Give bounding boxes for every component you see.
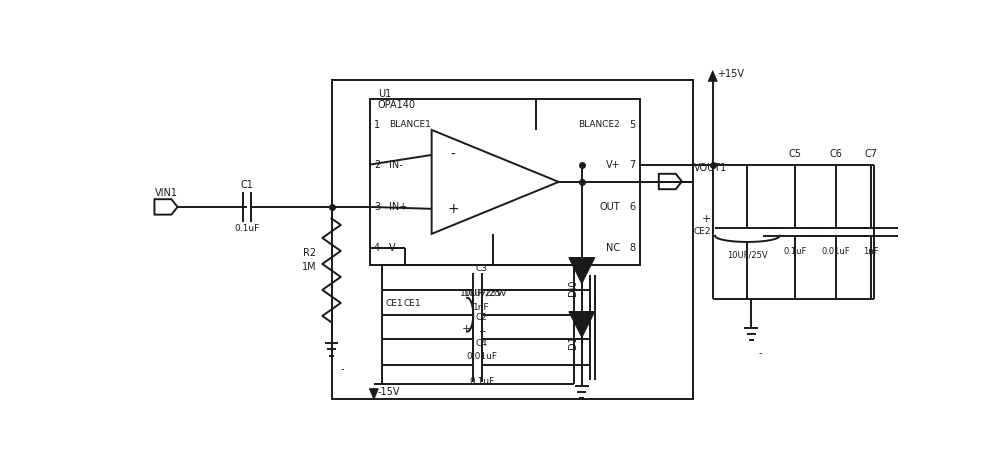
Text: +15V: +15V: [717, 69, 744, 79]
Text: BLANCE2: BLANCE2: [579, 120, 620, 129]
Text: 3: 3: [374, 202, 380, 212]
Text: 0.1uF: 0.1uF: [234, 224, 259, 233]
Text: 6: 6: [630, 202, 636, 212]
Text: 10UF/25V: 10UF/25V: [460, 289, 504, 298]
Text: 5: 5: [629, 120, 636, 130]
Polygon shape: [154, 199, 178, 215]
Text: C1: C1: [240, 180, 253, 190]
Text: 1nF: 1nF: [863, 247, 878, 256]
Text: V-: V-: [389, 243, 399, 253]
Text: 1M: 1M: [302, 262, 316, 272]
Text: CE1: CE1: [403, 298, 421, 307]
Polygon shape: [708, 70, 717, 81]
Text: -: -: [759, 348, 762, 358]
Text: 10UF/25V: 10UF/25V: [727, 251, 768, 260]
Text: +: +: [702, 214, 711, 224]
Text: VIN1: VIN1: [154, 188, 177, 198]
Text: 7: 7: [629, 159, 636, 169]
Text: R2: R2: [303, 248, 316, 258]
Text: +: +: [462, 324, 471, 333]
Text: 0.1uF: 0.1uF: [469, 377, 494, 386]
Text: C6: C6: [829, 149, 842, 159]
Text: VOUT1: VOUT1: [693, 163, 727, 173]
Text: +: +: [447, 202, 459, 216]
Text: +: +: [478, 327, 485, 336]
Text: 0.01uF: 0.01uF: [822, 247, 850, 256]
Text: 0.01uF: 0.01uF: [466, 352, 497, 361]
Text: -: -: [451, 148, 456, 162]
Text: OPA140: OPA140: [378, 99, 416, 110]
Text: -: -: [590, 394, 593, 404]
Text: 0.1uF: 0.1uF: [783, 247, 807, 256]
Text: C7: C7: [864, 149, 877, 159]
Text: 1nF: 1nF: [473, 303, 490, 312]
Text: CE2: CE2: [694, 228, 711, 236]
Text: 8: 8: [630, 243, 636, 253]
Polygon shape: [569, 312, 595, 338]
Text: C3: C3: [476, 264, 488, 273]
Text: V+: V+: [606, 159, 620, 169]
Polygon shape: [369, 389, 379, 399]
Text: C2: C2: [476, 313, 488, 322]
Bar: [370, 99, 640, 265]
Text: -: -: [341, 364, 344, 374]
Text: D1: D1: [568, 335, 578, 349]
Text: IN-: IN-: [389, 159, 403, 169]
Text: OUT: OUT: [600, 202, 620, 212]
Text: CE1: CE1: [385, 298, 403, 307]
Text: 4: 4: [374, 243, 380, 253]
Polygon shape: [569, 258, 595, 284]
Text: U1: U1: [378, 89, 391, 99]
Text: C4: C4: [476, 339, 488, 348]
Text: -15V: -15V: [378, 387, 400, 397]
Bar: [332, 80, 693, 399]
Text: IN+: IN+: [389, 202, 408, 212]
Text: 1: 1: [374, 120, 380, 130]
Text: Di0: Di0: [568, 280, 578, 296]
Text: C5: C5: [789, 149, 802, 159]
Text: NC: NC: [606, 243, 620, 253]
Text: 10UF/25V: 10UF/25V: [464, 289, 507, 298]
Text: BLANCE1: BLANCE1: [389, 120, 431, 129]
Polygon shape: [659, 174, 682, 189]
Text: 2: 2: [374, 159, 380, 169]
